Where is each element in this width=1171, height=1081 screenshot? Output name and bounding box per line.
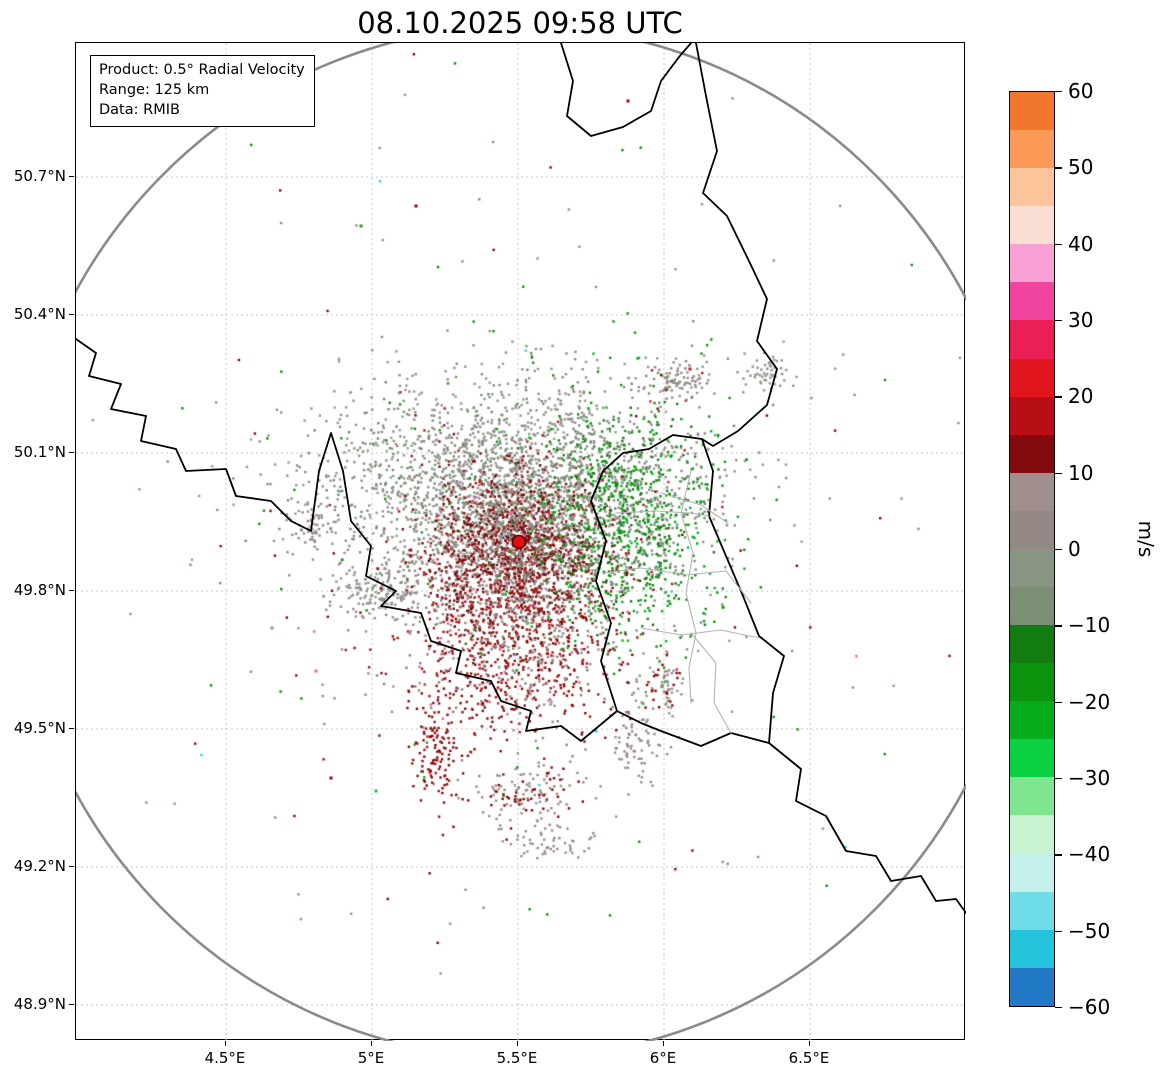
x-tick-label: 4.5°E <box>204 1049 246 1067</box>
colorbar-tick-label: −10 <box>1068 613 1111 638</box>
x-tick-label: 5°E <box>357 1049 385 1067</box>
colorbar-segment <box>1010 701 1054 740</box>
y-tick-label: 48.9°N <box>13 995 66 1013</box>
border-lu-canton-4 <box>660 492 729 524</box>
border-de-lu-east <box>701 438 785 744</box>
border-fr-be <box>76 338 618 742</box>
map-borders-layer <box>76 43 966 914</box>
border-fr-de <box>768 742 966 914</box>
colorbar-tick-mark <box>1055 167 1062 169</box>
x-tick-label: 6°E <box>649 1049 677 1067</box>
colorbar-segment <box>1010 663 1054 702</box>
product-info-box: Product: 0.5° Radial Velocity Range: 125… <box>90 55 315 127</box>
border-lu-canton-3 <box>640 627 760 639</box>
colorbar-tick-mark <box>1055 854 1062 856</box>
y-tick-mark <box>69 176 74 178</box>
colorbar-tick-mark <box>1055 930 1062 933</box>
colorbar-segment <box>1010 929 1054 968</box>
colorbar-tick-label: −40 <box>1068 842 1111 867</box>
x-tick-mark <box>225 1041 227 1046</box>
y-tick-mark <box>69 590 74 592</box>
colorbar-tick-label: 50 <box>1068 155 1094 180</box>
colorbar-tick-mark <box>1055 625 1062 627</box>
y-tick-label: 50.4°N <box>13 305 66 323</box>
colorbar-segment <box>1010 358 1054 397</box>
border-be-lu-west <box>590 434 703 712</box>
x-tick-mark <box>663 1041 665 1046</box>
colorbar-segment <box>1010 168 1054 207</box>
colorbar-segment <box>1010 891 1054 930</box>
colorbar-segment <box>1010 244 1054 283</box>
border-lu-canton-5 <box>690 632 732 734</box>
y-tick-mark <box>69 452 74 454</box>
colorbar-tick-mark <box>1055 243 1062 246</box>
colorbar-tick-label: 0 <box>1068 537 1081 561</box>
colorbar-tick-mark <box>1055 91 1062 93</box>
colorbar-segment <box>1010 587 1054 626</box>
colorbar-segment <box>1010 282 1054 321</box>
map-plot-area: Product: 0.5° Radial Velocity Range: 125… <box>75 42 966 1041</box>
y-tick-label: 49.5°N <box>13 719 66 737</box>
colorbar-tick-label: 30 <box>1068 308 1094 332</box>
colorbar-tick-label: −50 <box>1068 918 1111 943</box>
colorbar-segment <box>1010 206 1054 245</box>
colorbar-tick-label: 40 <box>1068 231 1094 256</box>
colorbar-tick-label: 10 <box>1068 460 1094 485</box>
border-lu-canton-2 <box>602 567 752 604</box>
colorbar-segment <box>1010 434 1054 473</box>
colorbar-segment <box>1010 92 1054 131</box>
y-tick-label: 49.8°N <box>13 581 66 599</box>
x-tick-mark <box>809 1041 811 1046</box>
colorbar <box>1009 91 1055 1007</box>
colorbar-tick-mark <box>1055 396 1062 398</box>
colorbar-tick-mark <box>1055 701 1062 704</box>
x-tick-mark <box>517 1041 519 1046</box>
border-lu-south <box>616 710 770 747</box>
colorbar-segment <box>1010 853 1054 892</box>
info-line-data: Data: RMIB <box>99 102 180 118</box>
colorbar-segment <box>1010 625 1054 664</box>
colorbar-segment <box>1010 739 1054 778</box>
colorbar-segment <box>1010 777 1054 816</box>
x-tick-label: 6.5°E <box>788 1049 830 1067</box>
info-line-product: Product: 0.5° Radial Velocity <box>99 62 305 78</box>
y-tick-mark <box>69 866 74 868</box>
colorbar-tick-label: −60 <box>1068 995 1111 1019</box>
colorbar-axis-label: m/s <box>1134 520 1158 558</box>
border-be-de-east <box>695 43 778 447</box>
info-line-range: Range: 125 km <box>99 82 210 98</box>
radar-site-marker <box>511 534 527 550</box>
colorbar-tick-mark <box>1055 472 1062 475</box>
y-tick-mark <box>69 728 74 730</box>
colorbar-segment <box>1010 510 1054 549</box>
border-lu-canton-1 <box>680 470 697 704</box>
x-tick-label: 5.5°E <box>496 1049 538 1067</box>
border-be-nl-de-north <box>560 43 692 137</box>
colorbar-tick-label: −20 <box>1068 689 1111 714</box>
colorbar-segment <box>1010 548 1054 588</box>
colorbar-segment <box>1010 967 1054 1006</box>
colorbar-tick-mark <box>1055 320 1062 322</box>
colorbar-tick-mark <box>1055 1007 1062 1009</box>
colorbar-tick-label: −30 <box>1068 766 1111 790</box>
figure-title: 08.10.2025 09:58 UTC <box>357 6 683 40</box>
colorbar-tick-mark <box>1055 778 1062 780</box>
colorbar-segment <box>1010 815 1054 854</box>
x-tick-mark <box>371 1041 373 1046</box>
colorbar-tick-label: 20 <box>1068 384 1094 409</box>
y-tick-label: 49.2°N <box>13 857 66 875</box>
colorbar-tick-label: 60 <box>1068 79 1094 103</box>
y-tick-label: 50.1°N <box>13 443 66 461</box>
y-tick-label: 50.7°N <box>13 167 66 185</box>
colorbar-segment <box>1010 396 1054 435</box>
colorbar-segment <box>1010 130 1054 169</box>
colorbar-segment <box>1010 472 1054 511</box>
colorbar-segment <box>1010 320 1054 359</box>
border-lu-canton-6 <box>615 510 710 517</box>
y-tick-mark <box>69 1004 74 1006</box>
y-tick-mark <box>69 314 74 316</box>
colorbar-tick-mark <box>1055 549 1062 551</box>
